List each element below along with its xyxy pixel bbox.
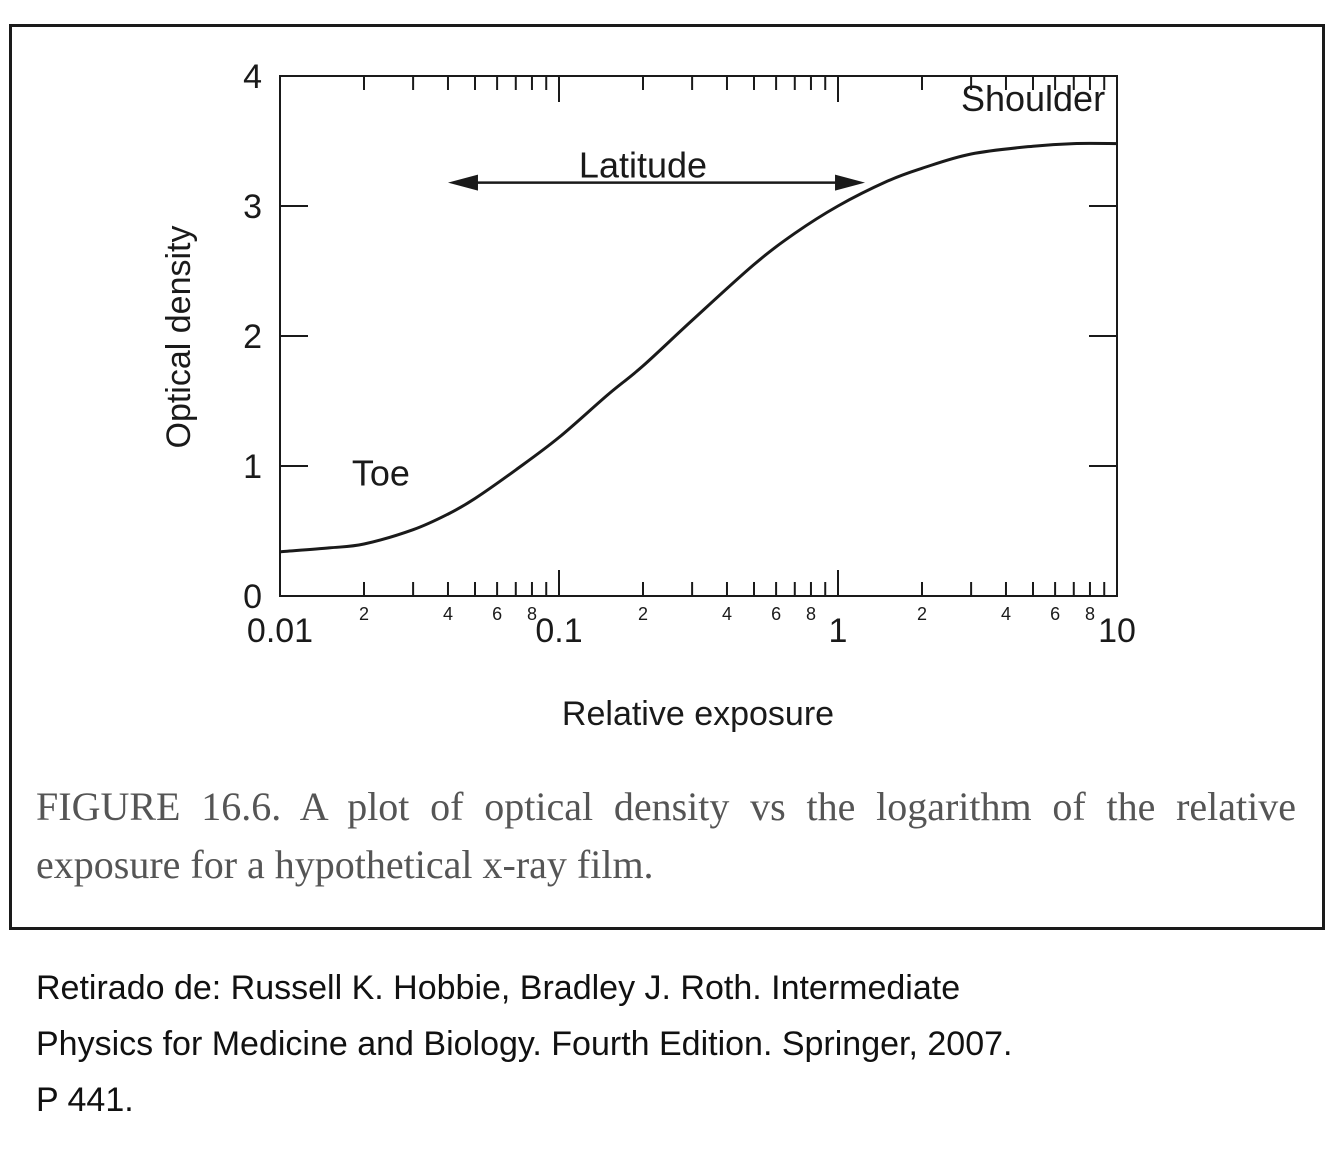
axis-ticks xyxy=(279,75,1118,597)
x-minor-tick-label: 6 xyxy=(771,604,781,624)
annotation-shoulder: Shoulder xyxy=(961,78,1105,119)
x-minor-tick-label: 4 xyxy=(443,604,453,624)
y-tick-label: 3 xyxy=(243,188,262,226)
x-minor-tick-label: 4 xyxy=(1001,604,1011,624)
x-minor-tick-label: 2 xyxy=(359,604,369,624)
axis-tick-labels: 0 1 2 3 4 0.01 0.1 1 10 2 4 6 8 2 4 6 8 2 4 6 8 xyxy=(243,58,1136,650)
x-tick-label: 0.01 xyxy=(247,612,313,650)
y-tick-label: 2 xyxy=(243,318,262,356)
density-curve xyxy=(279,141,1118,554)
annotation-toe: Toe xyxy=(352,453,410,494)
source-citation: Retirado de: Russell K. Hobbie, Bradley … xyxy=(36,960,1296,1128)
y-tick-label: 4 xyxy=(243,58,262,96)
latitude-arrow xyxy=(447,174,866,191)
x-minor-tick-label: 8 xyxy=(1085,604,1095,624)
latitude-arrow-head-right xyxy=(835,174,866,191)
figure-frame xyxy=(9,24,1325,930)
x-minor-tick-label: 8 xyxy=(806,604,816,624)
latitude-arrow-head-left xyxy=(447,174,478,191)
y-axis-label: Optical density xyxy=(160,226,198,449)
x-tick-label: 1 xyxy=(829,612,848,650)
x-minor-tick-label: 4 xyxy=(722,604,732,624)
y-tick-label: 1 xyxy=(243,448,262,486)
figure-caption: FIGURE 16.6. A plot of optical density v… xyxy=(36,784,1296,887)
annotation-latitude: Latitude xyxy=(579,144,707,185)
source-line-3: P 441. xyxy=(36,1081,134,1119)
x-minor-tick-label: 2 xyxy=(638,604,648,624)
x-minor-tick-label: 6 xyxy=(492,604,502,624)
x-minor-tick-label: 6 xyxy=(1050,604,1060,624)
x-minor-tick-label: 2 xyxy=(917,604,927,624)
x-tick-label: 10 xyxy=(1098,612,1136,650)
y-tick-label: 0 xyxy=(243,578,262,616)
source-line-2: Physics for Medicine and Biology. Fourth… xyxy=(36,1025,1013,1063)
x-minor-tick-label: 8 xyxy=(527,604,537,624)
x-tick-label: 0.1 xyxy=(535,612,582,650)
x-axis-label: Relative exposure xyxy=(562,695,834,733)
source-line-1: Retirado de: Russell K. Hobbie, Bradley … xyxy=(36,969,961,1007)
optical-density-chart: 0 1 2 3 4 0.01 0.1 1 10 2 4 6 8 2 4 6 8 2 4 6 8 Latitude Sho… xyxy=(160,58,1136,733)
